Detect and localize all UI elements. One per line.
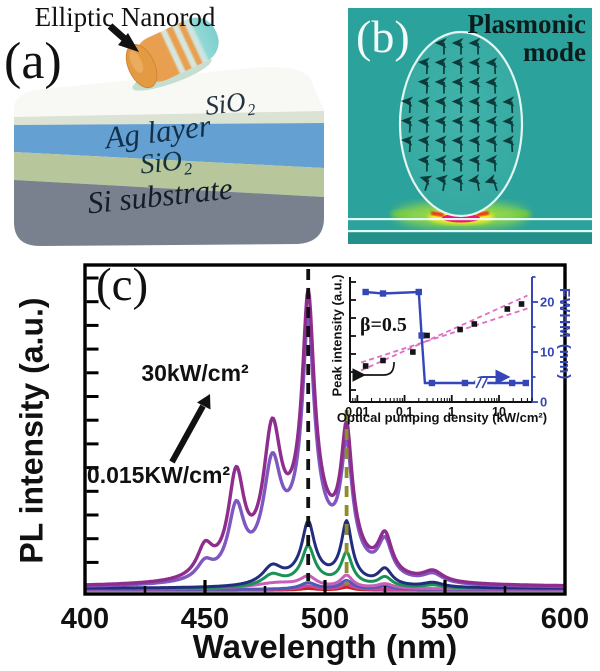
field-arrow (484, 174, 498, 191)
ag-layer (14, 123, 324, 168)
inset-right-tick-label: 10 (540, 345, 554, 360)
inset-right-tick-label: 20 (540, 295, 554, 310)
fwhm-data-point (379, 290, 387, 297)
x-tick-label: 450 (181, 603, 229, 635)
field-arrow (502, 135, 515, 153)
hotspot-side-left (430, 211, 445, 218)
fwhm-data-point (522, 379, 530, 387)
hotspot-left-spot (391, 210, 409, 218)
x-axis-title: Wavelength (nm) (192, 628, 458, 665)
right-axis-pointer-arrow (473, 369, 511, 385)
peak-intensity-data-point (362, 363, 369, 369)
x-tick-label: 500 (301, 603, 349, 635)
peak-intensity-data-point (471, 321, 478, 327)
field-arrow (502, 115, 515, 133)
field-arrow (502, 96, 515, 114)
peak-intensity-data-point (457, 326, 463, 333)
inset-x-tick-label: 1 (448, 405, 455, 419)
peak-intensity-data-point (518, 301, 525, 307)
panel-a-schematic: (a) Elliptic Nanorod SiO₂ Ag layer SiO₂ … (0, 0, 335, 255)
field-arrow (400, 96, 414, 114)
axis-ticks (86, 276, 507, 594)
left-axis-pointer-arrow (352, 361, 395, 382)
inset-x-axis-title: Optical pumping density (kW/cm²) (336, 410, 548, 425)
y-axis-title: PL intensity (a.u.) (13, 297, 50, 564)
inset-right-tick-label: 0 (540, 395, 547, 410)
spectrum-curve (84, 314, 566, 589)
fwhm-data-point (415, 288, 422, 296)
slab-edge-line (14, 111, 324, 125)
inset-x-tick-label: 0.1 (396, 405, 413, 419)
fwhm-data-point (508, 379, 516, 387)
fwhm-data-point (418, 332, 425, 339)
peak-intensity-data-point (504, 306, 511, 312)
field-arrow (419, 175, 433, 191)
inset-plot: 0.01 0.1 1 10 20 10 0 (345, 276, 554, 419)
plot-frame (83, 263, 567, 596)
beta-label: β=0.5 (360, 314, 407, 336)
panel-c-spectra: 400 450 500 550 600 0.01 0.1 1 10 20 10 0 (c) 30kW… (0, 250, 600, 671)
hotspot-side-right (475, 210, 490, 217)
nanorod-pointer-arrow (107, 23, 139, 52)
nanorod-body (135, 17, 219, 82)
fwhm-data-point (362, 288, 369, 296)
wavelength-guides (306, 269, 349, 585)
interface-line-bottom (348, 230, 592, 233)
field-arrow (468, 174, 481, 192)
inset-x-tick-label: 0.01 (345, 405, 369, 419)
interface-line-top (348, 218, 592, 221)
pump-increase-arrow (169, 394, 211, 464)
elliptic-nanorod (125, 17, 219, 89)
panel-c-label: (c) (96, 259, 149, 311)
inset-right-y-axis-title: FWHM (nm) (556, 288, 573, 381)
nanorod-highlight (129, 50, 144, 73)
sio2-spacer-layer (14, 152, 324, 197)
spectrum-curve (84, 287, 566, 588)
panel-b-label: (b) (356, 11, 410, 62)
fit-line (360, 307, 528, 364)
annotation-low-pump: 0.015KW/cm² (86, 462, 231, 488)
x-tick-label: 600 (541, 603, 589, 635)
fwhm-line (365, 290, 526, 385)
panel-a-title: Elliptic Nanorod (34, 2, 216, 32)
x-tick-label: 400 (61, 603, 109, 635)
inset-left-y-axis-title: Peak intensity (a.u.) (329, 274, 345, 397)
panel-b-title-line2: mode (523, 37, 586, 67)
field-arrow (400, 116, 414, 133)
x-axis-tick-labels: 400 450 500 550 600 (61, 603, 589, 635)
fit-line (360, 294, 528, 372)
panel-a-label: (a) (4, 33, 62, 90)
peak-intensity-data-point (424, 332, 430, 339)
panel-c-plot: 400 450 500 550 600 0.01 0.1 1 10 20 10 0 (61, 263, 589, 635)
peak-intensity-data-point (380, 357, 386, 364)
field-arrow (435, 174, 449, 192)
panel-b-simulation: (b) Plasmonic mode (348, 8, 592, 244)
si-substrate-layer (14, 180, 324, 246)
fwhm-data-point (428, 379, 436, 387)
annotation-high-pump: 30kW/cm² (141, 360, 249, 386)
substrate-stack (14, 67, 324, 246)
fwhm-data-point (461, 379, 469, 387)
panel-b-title-line1: Plasmonic (467, 9, 587, 39)
line-break-gap (475, 378, 488, 388)
field-vector-arrows (400, 37, 515, 192)
pl-spectra-curves (84, 287, 566, 592)
peak-intensity-data-point (410, 349, 416, 355)
hotspot-right-spot (513, 210, 531, 218)
inset-x-tick-label: 10 (492, 405, 506, 419)
line-break-slash (475, 377, 482, 389)
line-break-slash (481, 377, 488, 389)
x-tick-label: 550 (421, 603, 469, 635)
panel-a-drawing (14, 17, 324, 246)
panel-b-drawing (348, 8, 592, 244)
field-arrow (400, 135, 414, 153)
spectrum-curve (84, 519, 566, 590)
substrate-region (348, 232, 592, 244)
